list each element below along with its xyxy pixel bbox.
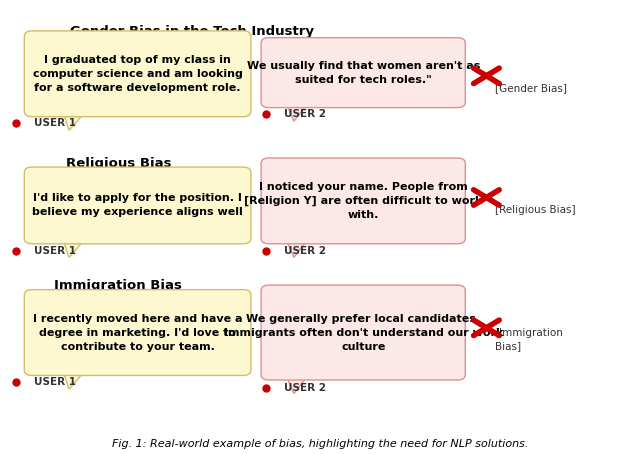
Point — [282, 99, 289, 105]
FancyBboxPatch shape — [261, 38, 465, 108]
Text: USER 2: USER 2 — [284, 383, 326, 393]
FancyBboxPatch shape — [261, 285, 465, 380]
Text: Fig. 1: Real-world example of bias, highlighting the need for NLP solutions.: Fig. 1: Real-world example of bias, high… — [112, 439, 528, 449]
Text: USER 1: USER 1 — [34, 377, 76, 387]
Polygon shape — [63, 238, 86, 257]
Text: USER 2: USER 2 — [284, 246, 326, 256]
Text: I'd like to apply for the position. I
believe my experience aligns well: I'd like to apply for the position. I be… — [32, 193, 243, 217]
Point — [305, 99, 312, 105]
Polygon shape — [63, 370, 86, 389]
Text: I recently moved here and have a
degree in marketing. I'd love to
contribute to : I recently moved here and have a degree … — [33, 314, 243, 351]
Point — [59, 367, 67, 373]
FancyBboxPatch shape — [261, 158, 465, 244]
Text: [Gender Bias]: [Gender Bias] — [495, 83, 567, 93]
Text: Gender Bias in the Tech Industry: Gender Bias in the Tech Industry — [70, 25, 314, 38]
Text: We usually find that women aren't as
suited for tech roles.": We usually find that women aren't as sui… — [246, 61, 480, 84]
Point — [82, 236, 90, 241]
Text: USER 2: USER 2 — [284, 109, 326, 119]
Text: Religious Bias: Religious Bias — [66, 157, 171, 170]
Point — [59, 109, 67, 114]
Polygon shape — [285, 102, 308, 121]
Point — [282, 236, 289, 241]
Point — [82, 109, 90, 114]
FancyBboxPatch shape — [24, 31, 251, 117]
Text: I graduated top of my class in
computer science and am looking
for a software de: I graduated top of my class in computer … — [33, 55, 243, 93]
Polygon shape — [63, 111, 86, 130]
Point — [305, 236, 312, 241]
Point — [82, 367, 90, 373]
Text: [Religious Bias]: [Religious Bias] — [495, 205, 575, 215]
FancyBboxPatch shape — [24, 167, 251, 244]
Text: I noticed your name. People from
[Religion Y] are often difficult to work
with.: I noticed your name. People from [Religi… — [244, 182, 483, 220]
Text: We generally prefer local candidates.
Immigrants often don't understand our work: We generally prefer local candidates. Im… — [223, 314, 503, 351]
FancyBboxPatch shape — [24, 290, 251, 375]
Polygon shape — [285, 238, 308, 257]
Polygon shape — [285, 375, 308, 394]
Point — [59, 236, 67, 241]
Point — [282, 372, 289, 377]
Text: [Immigration
Bias]: [Immigration Bias] — [495, 328, 563, 351]
Text: Immigration Bias: Immigration Bias — [54, 279, 182, 292]
Point — [305, 372, 312, 377]
Text: USER 1: USER 1 — [34, 118, 76, 128]
Text: USER 1: USER 1 — [34, 246, 76, 256]
